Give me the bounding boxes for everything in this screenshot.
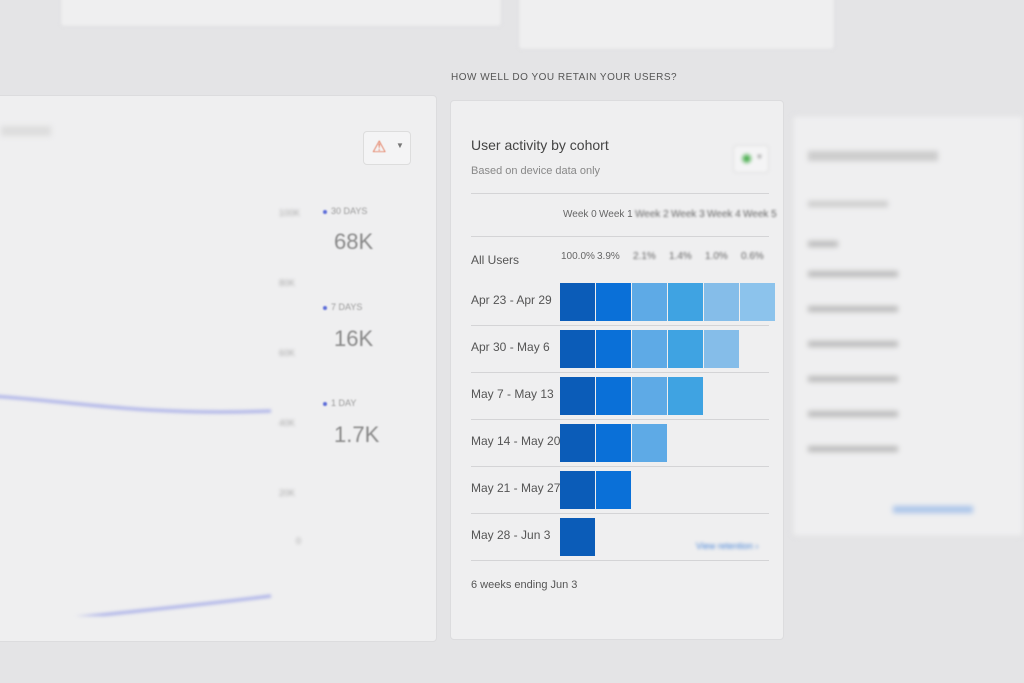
- cohort-cell[interactable]: [704, 330, 739, 368]
- legend-dot: [323, 305, 327, 310]
- list-placeholder: [808, 201, 888, 207]
- all-users-value: 1.4%: [669, 251, 692, 262]
- legend-30-days: 30 DAYS: [323, 206, 367, 216]
- list-placeholder: [808, 306, 898, 312]
- list-placeholder: [808, 376, 898, 382]
- line-chart: [0, 395, 272, 616]
- value-30-days: 68K: [334, 229, 374, 254]
- cohort-cell[interactable]: [596, 283, 631, 321]
- card-subtitle: Based on device data only: [471, 165, 601, 177]
- card-title-placeholder: [1, 126, 51, 136]
- all-users-value: 100.0%: [561, 251, 595, 262]
- y-tick: 100K: [279, 208, 301, 218]
- list-placeholder: [808, 411, 898, 417]
- value-1-day: 1.7K: [334, 422, 380, 447]
- cohort-cell[interactable]: [560, 330, 595, 368]
- cohort-cell[interactable]: [560, 518, 595, 556]
- section-title: HOW WELL DO YOU RETAIN YOUR USERS?: [451, 72, 678, 83]
- link-placeholder[interactable]: [893, 506, 973, 513]
- view-retention-link[interactable]: View retention ›: [696, 541, 758, 551]
- cohort-cell[interactable]: [596, 377, 631, 415]
- cohort-row-label: May 7 - May 13: [471, 387, 554, 401]
- cohort-cell[interactable]: [668, 330, 703, 368]
- series-line-7-days: [75, 594, 272, 616]
- week-header: Week 0: [563, 209, 597, 220]
- cohort-row-label: Apr 30 - May 6: [471, 340, 550, 354]
- week-header: Week 5: [743, 209, 777, 220]
- all-users-label: All Users: [471, 253, 520, 267]
- cohort-cell[interactable]: [632, 330, 667, 368]
- y-tick: 0: [296, 536, 302, 546]
- chevron-down-icon: ▼: [396, 141, 404, 150]
- alert-menu-button[interactable]: ⚠ ▼: [363, 131, 411, 165]
- cohort-cell[interactable]: [560, 471, 595, 509]
- divider: [471, 466, 769, 467]
- week-header: Week 1: [599, 209, 633, 220]
- legend-label: 1 DAY: [331, 398, 357, 408]
- value-7-days: 16K: [334, 326, 374, 351]
- y-tick: 60K: [279, 348, 296, 358]
- week-header: Week 2: [635, 209, 669, 220]
- divider: [471, 419, 769, 420]
- divider: [471, 325, 769, 326]
- list-placeholder: [808, 151, 938, 161]
- divider: [471, 236, 769, 237]
- all-users-value: 3.9%: [597, 251, 620, 262]
- warning-triangle-icon: ⚠: [372, 139, 387, 156]
- legend-dot: [323, 209, 327, 214]
- chevron-down-icon: ▼: [756, 154, 763, 161]
- top-card-left: [60, 0, 502, 27]
- series-line-30-days: [0, 395, 272, 414]
- legend-label: 7 DAYS: [331, 302, 363, 312]
- cohort-cell[interactable]: [596, 330, 631, 368]
- list-placeholder: [808, 271, 898, 277]
- list-placeholder: [808, 341, 898, 347]
- cohort-row-label: May 21 - May 27: [471, 481, 561, 495]
- divider: [471, 372, 769, 373]
- legend-label: 30 DAYS: [331, 206, 368, 216]
- list-placeholder: [808, 446, 898, 452]
- right-card: [792, 115, 1024, 537]
- arrow-right-icon: ›: [755, 541, 759, 551]
- all-users-value: 2.1%: [633, 251, 656, 262]
- cohort-cell[interactable]: [704, 283, 739, 321]
- cohort-cell[interactable]: [596, 424, 631, 462]
- week-header: Week 3: [671, 209, 705, 220]
- list-placeholder: [808, 241, 838, 247]
- cohort-cell[interactable]: [668, 283, 703, 321]
- y-tick: 20K: [279, 488, 296, 498]
- cohort-cell[interactable]: [740, 283, 775, 321]
- cohort-cell[interactable]: [632, 377, 667, 415]
- cohort-cell[interactable]: [632, 424, 667, 462]
- link-label: View retention: [696, 541, 753, 551]
- divider: [471, 560, 769, 561]
- y-tick: 40K: [279, 418, 296, 428]
- cohort-cell[interactable]: [632, 283, 667, 321]
- cohort-cell[interactable]: [560, 377, 595, 415]
- insights-icon: ◉: [741, 150, 753, 165]
- y-tick: 80K: [279, 278, 296, 288]
- top-card-right: [518, 0, 835, 50]
- cohort-row-label: May 14 - May 20: [471, 434, 561, 448]
- legend-dot: [323, 401, 327, 406]
- cohort-cell[interactable]: [560, 424, 595, 462]
- active-users-card: ⚠ ▼ 100K 80K 60K 40K 20K 0 30 DAYS 68K 7…: [0, 95, 437, 642]
- cohort-menu-button[interactable]: ◉ ▼: [733, 145, 769, 173]
- divider: [471, 193, 769, 194]
- legend-7-days: 7 DAYS: [323, 302, 362, 312]
- cohort-row-label: Apr 23 - Apr 29: [471, 293, 552, 307]
- legend-1-day: 1 DAY: [323, 398, 356, 408]
- card-title: User activity by cohort: [471, 137, 609, 153]
- cohort-row-label: May 28 - Jun 3: [471, 528, 551, 542]
- week-header: Week 4: [707, 209, 741, 220]
- date-range-footer: 6 weeks ending Jun 3: [471, 579, 578, 591]
- cohort-card: User activity by cohort Based on device …: [450, 100, 784, 640]
- all-users-value: 0.6%: [741, 251, 764, 262]
- cohort-cell[interactable]: [596, 471, 631, 509]
- divider: [471, 513, 769, 514]
- cohort-cell[interactable]: [668, 377, 703, 415]
- all-users-value: 1.0%: [705, 251, 728, 262]
- cohort-cell[interactable]: [560, 283, 595, 321]
